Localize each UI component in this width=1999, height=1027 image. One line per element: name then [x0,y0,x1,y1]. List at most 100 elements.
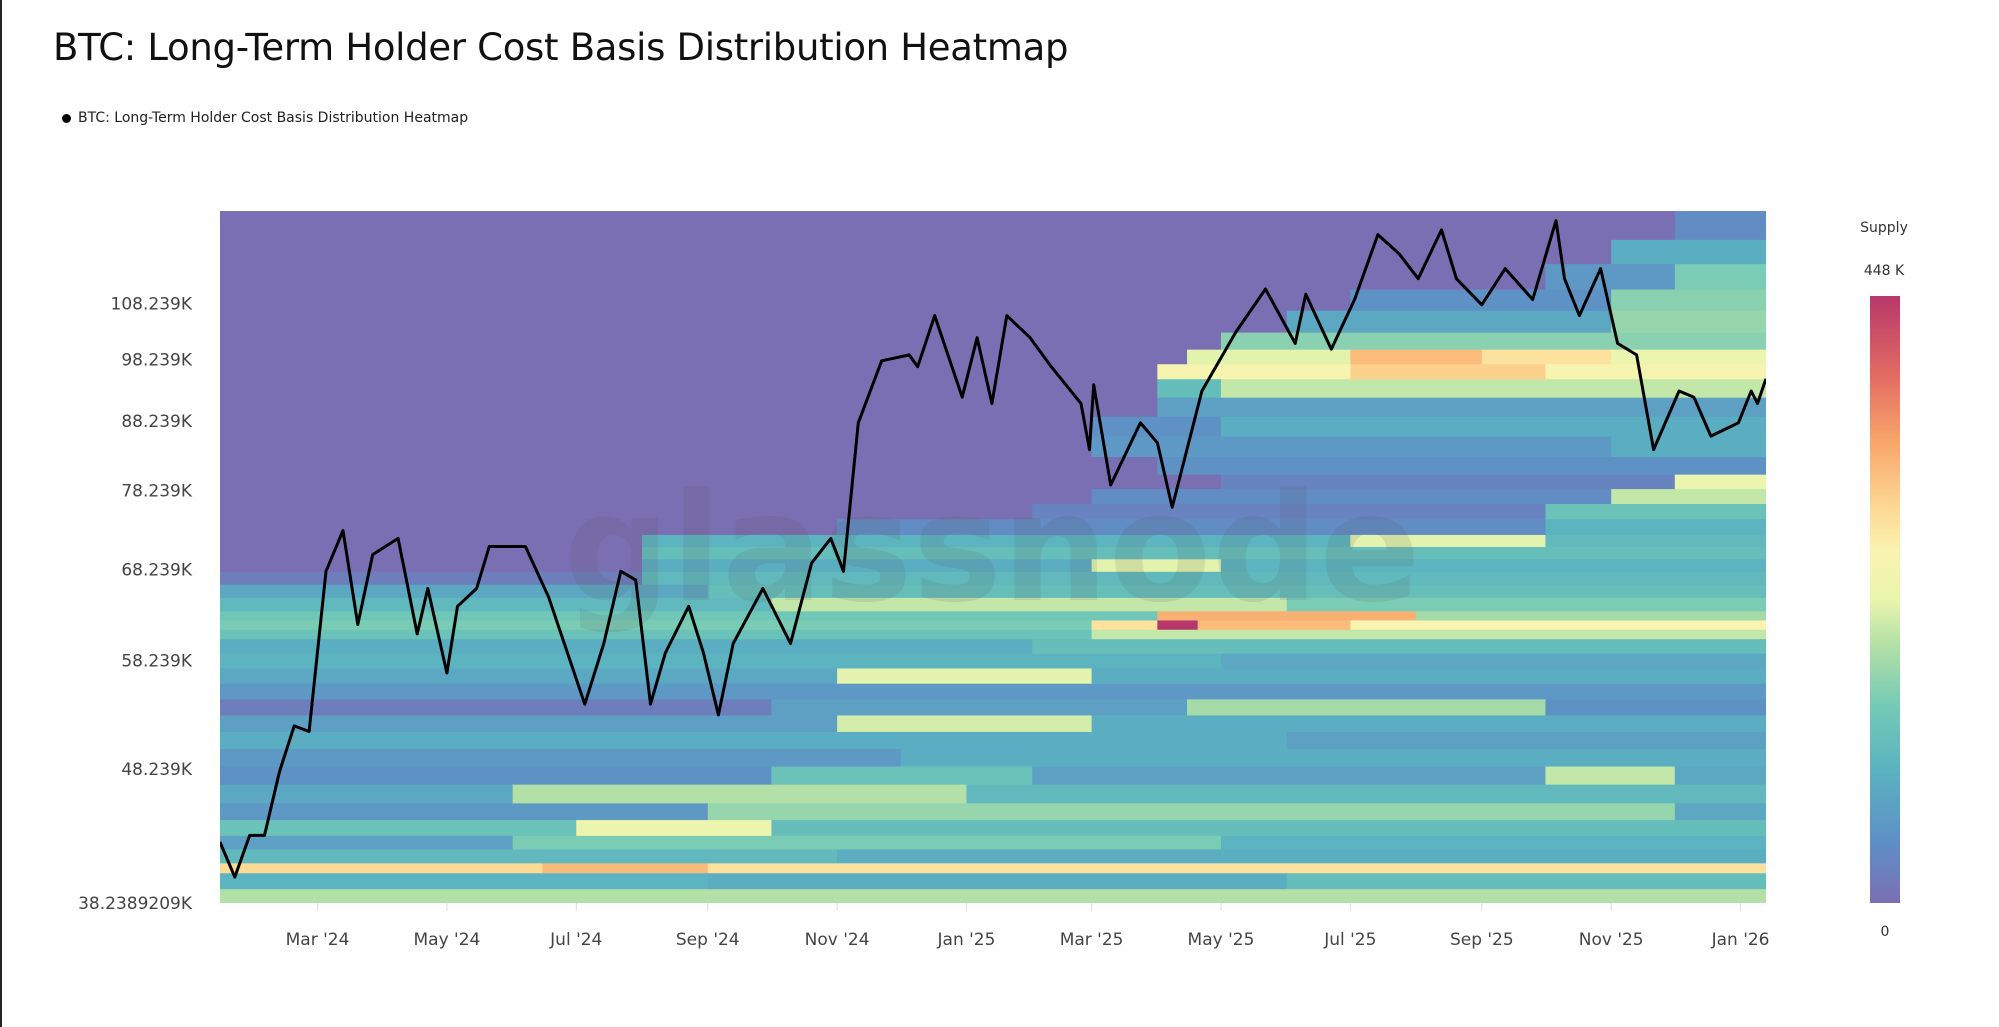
heatmap-cell [1157,378,1222,398]
heatmap-cell [1286,731,1766,750]
x-axis: Mar '24 May '24 Jul '24 Sep '24 Nov '24 Jan '… [286,903,1770,950]
heatmap-cell [1674,802,1766,821]
x-tick-label: Jul '25 [1323,930,1376,950]
heatmap-cell [220,397,1158,417]
heatmap-cell [1197,619,1351,630]
heatmap-cell [707,872,1288,890]
heatmap-cell [1091,436,1612,458]
heatmap-cell [1350,289,1612,311]
heatmap-cell [220,819,577,836]
heatmap-cell [1611,349,1766,365]
x-tick-label: May '25 [1188,930,1255,950]
colorbar-min-label: 0 [1881,924,1890,940]
heatmap-cell [220,518,838,535]
heatmap-cell [642,534,1351,547]
heatmap-cell [1091,629,1766,640]
heatmap-cell [1032,638,1766,654]
heatmap-cell [220,784,514,804]
heatmap-cell [220,667,838,684]
heatmap-cell [220,698,772,716]
heatmap-cell [1350,534,1546,547]
x-tick-label: Jan '26 [1711,930,1770,950]
heatmap-cell [220,766,772,785]
heatmap-cell [220,363,1158,380]
heatmap-cell [220,378,1158,398]
heatmap-cell [1157,456,1766,475]
heatmap-cell [1157,619,1199,630]
heatmap-cell [220,584,709,598]
heatmap-cell [1545,534,1766,547]
heatmap-cell [966,784,1766,804]
heatmap-cell [1032,503,1546,520]
heatmap-cell [220,436,1093,458]
heatmap-cell [1091,488,1612,504]
heatmap-cell [512,835,1222,850]
heatmap-cell [1091,558,1222,572]
heatmap-cell [1545,363,1766,380]
y-tick-label: 38.2389209K [78,894,193,914]
chart-title: BTC: Long-Term Holder Cost Basis Distrib… [53,26,1069,69]
heatmap-cell [1220,474,1676,490]
heatmap-cells [220,211,1766,903]
legend[interactable]: BTC: Long-Term Holder Cost Basis Distrib… [62,110,468,126]
heatmap-cell [220,862,543,874]
heatmap-cell [220,872,709,890]
heatmap-cell [220,488,1093,504]
heatmap-cell [642,546,1766,560]
heatmap-cell [220,263,1546,290]
heatmap-cell [220,534,643,547]
x-tick-label: Nov '24 [805,930,870,950]
heatmap-cell [1032,766,1546,785]
x-tick-label: Nov '25 [1579,930,1644,950]
colorbar-title: Supply [1860,220,1908,236]
y-tick-label: 58.239K [121,652,192,672]
heatmap-cell [220,474,1222,490]
y-tick-label: 98.239K [121,350,192,370]
heatmap-cell [771,766,1033,785]
heatmap-cell [1091,667,1766,684]
x-tick-label: Mar '25 [1060,930,1124,950]
heatmap-cell [900,748,1766,767]
heatmap-cell [220,349,1188,365]
colorbar: Supply 448 K 0 [1860,220,1908,940]
heatmap-cell [512,784,967,804]
heatmap-cell [220,653,1222,669]
x-tick-label: Jul '24 [549,930,602,950]
heatmap-cell [220,848,838,864]
heatmap-cell [771,819,1766,836]
heatmap-cell [707,802,1676,821]
heatmap-cell [1545,698,1766,716]
heatmap-cell [220,310,1288,333]
heatmap-cell [1350,619,1766,630]
heatmap-cell [1350,363,1546,380]
heatmap-cell [1611,488,1766,504]
heatmap-cell [707,584,1766,598]
y-axis: 38.2389209K 48.239K 58.239K 68.239K 78.239K 8… [78,295,193,914]
heatmap-cell [220,748,902,767]
legend-marker [62,113,71,123]
heatmap-cell [220,503,1033,520]
watermark-logo: glassnode [563,462,1421,636]
heatmap-cell [642,558,1093,572]
heatmap-cell [220,239,1612,265]
x-tick-label: Sep '25 [1450,930,1514,950]
heatmap-cell [220,888,1766,903]
heatmap-cell [220,629,1093,640]
heatmap-cell [1674,474,1766,490]
heatmap-cell [1187,698,1546,716]
heatmap-cell [220,835,514,850]
heatmap-cell [1674,766,1766,785]
y-tick-label: 108.239K [111,295,193,315]
heatmap-cell [1220,332,1766,350]
heatmap-cell [837,714,1093,732]
heatmap-cell [837,848,1766,864]
heatmap-cell [1220,416,1766,437]
heatmap-cell [220,289,1351,311]
price-line-layer [220,219,1766,879]
heatmap-cell [1611,289,1766,311]
heatmap-cell [1481,349,1612,365]
heatmap-cell [1091,714,1766,732]
heatmap-cell [220,802,709,821]
heatmap-cell [220,610,1158,621]
